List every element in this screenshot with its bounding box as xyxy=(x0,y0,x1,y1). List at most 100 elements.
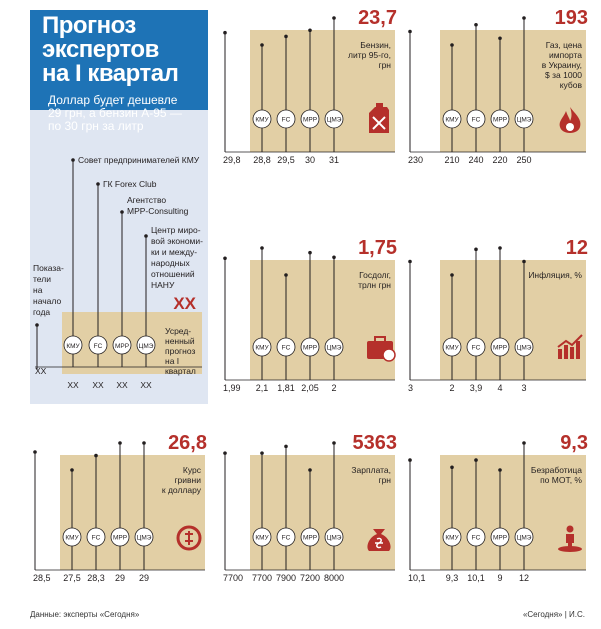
value-label: 27,5 xyxy=(63,573,81,583)
value-dot xyxy=(118,441,122,445)
subtitle-line: по 30 грн за литр xyxy=(48,119,144,133)
expert-abbr: ЦМЭ xyxy=(517,535,532,542)
expert-abbr: ЦМЭ xyxy=(327,345,342,352)
panel-title: трлн грн xyxy=(358,280,391,290)
value-dot xyxy=(308,28,312,33)
panel-title: импорта xyxy=(549,50,582,60)
value-dot xyxy=(474,22,478,27)
panel-title: литр 95-го, xyxy=(348,50,391,60)
average-value: 12 xyxy=(566,237,588,259)
legend-expert-name: отношений xyxy=(151,269,195,279)
legend-expert-abbr: ЦМЭ xyxy=(139,343,154,350)
value-label: 4 xyxy=(497,383,502,393)
legend-forecast-value: XX xyxy=(92,380,104,390)
expert-circle xyxy=(490,337,510,357)
legend-expert-abbr: КМУ xyxy=(66,343,80,350)
chart-panel-5: 28,5 КМУ 27,5 FC 28,3 МРР 29 ЦМЭ 29 26,8 Курсгривн… xyxy=(33,432,207,583)
title-line: на I квартал xyxy=(42,60,179,87)
canister-mark xyxy=(372,116,386,130)
panel-bg xyxy=(250,260,395,380)
value-label: 7900 xyxy=(276,573,296,583)
page-subtitle: Доллар будет дешевле 29 грн, а бензин А-… xyxy=(48,94,182,133)
panel-bg xyxy=(60,455,205,570)
expert-abbr: ЦМЭ xyxy=(517,117,532,124)
expert-circle xyxy=(324,337,344,357)
expert-abbr: ЦМЭ xyxy=(327,535,342,542)
expert-circle xyxy=(252,337,272,357)
title-line: экспертов xyxy=(42,36,159,63)
panel-bg xyxy=(440,30,586,152)
panel-title: Газ, цена xyxy=(546,40,583,50)
rising-chart-icon xyxy=(557,334,583,359)
chart-panel-1: 29,8 КМУ 28,8 FC 29,5 МРР 30 ЦМЭ 31 23,7 Бензин,ли… xyxy=(223,7,397,165)
credit-note: «Сегодня» | И.С. xyxy=(522,610,585,619)
start-dot xyxy=(408,458,412,462)
expert-circle xyxy=(276,527,296,547)
expert-circle xyxy=(110,527,130,547)
legend-expert-circle xyxy=(88,335,108,355)
legend-start-label: тели xyxy=(33,274,51,284)
value-dot xyxy=(332,16,336,20)
expert-abbr: FC xyxy=(282,345,291,352)
value-dot xyxy=(498,36,502,41)
bag-symbol xyxy=(375,537,383,549)
value-dot xyxy=(498,468,502,472)
expert-abbr: МРР xyxy=(303,117,317,124)
legend-stem-dot xyxy=(120,210,124,214)
value-dot xyxy=(260,43,264,47)
legend-expert-name: Совет предпринимателей КМУ xyxy=(78,155,200,165)
panel-title: Инфляция, % xyxy=(528,270,582,280)
expert-circle xyxy=(134,527,154,547)
panel-title: Бензин, xyxy=(360,40,391,50)
expert-circle xyxy=(276,109,296,129)
value-dot xyxy=(284,444,288,449)
currency-exchange-icon xyxy=(176,525,202,551)
legend-expert-abbr: FC xyxy=(94,343,103,350)
legend-start-dot xyxy=(35,323,39,327)
expert-abbr: КМУ xyxy=(445,117,459,124)
legend-forecast-value: XX xyxy=(116,380,128,390)
legend-expert-circle xyxy=(63,335,83,355)
legend-avg-desc: квартал xyxy=(165,366,196,376)
value-label: 240 xyxy=(468,155,483,165)
value-label: 3,9 xyxy=(470,383,483,393)
flame-icon xyxy=(559,107,581,133)
value-label: 8000 xyxy=(324,573,344,583)
legend-avg-desc: на I xyxy=(165,356,179,366)
start-dot xyxy=(408,259,412,264)
panel-bg xyxy=(440,260,586,380)
value-label: 2 xyxy=(449,383,454,393)
expert-circle xyxy=(514,527,534,547)
expert-circle xyxy=(300,527,320,547)
chart-panel-4: 3 КМУ 2 FC 3,9 МРР 4 ЦМЭ 3 12 Инфляция, % xyxy=(408,237,588,393)
average-value: 9,3 xyxy=(560,432,588,454)
legend-stem-dot xyxy=(144,234,148,238)
value-label: 7200 xyxy=(300,573,320,583)
expert-circle xyxy=(442,337,462,357)
legend-expert-abbr: МРР xyxy=(115,343,129,350)
legend-stem-dot xyxy=(96,182,100,186)
start-label: 28,5 xyxy=(33,573,51,583)
value-dot xyxy=(332,441,336,445)
bag-shape xyxy=(367,529,391,551)
legend-avg-label: XX xyxy=(173,294,196,313)
value-dot xyxy=(522,441,526,445)
flame-shape xyxy=(559,107,581,133)
expert-abbr: ЦМЭ xyxy=(327,117,342,124)
average-value: 193 xyxy=(555,7,588,29)
value-label: 28,8 xyxy=(253,155,271,165)
legend-expert-name: ки и между- xyxy=(151,247,197,257)
value-label: 31 xyxy=(329,155,339,165)
flame-core xyxy=(566,123,574,131)
canister-cap xyxy=(376,103,383,107)
page-title: Прогноз экспертов на I квартал xyxy=(42,14,179,87)
expert-abbr: МРР xyxy=(493,535,507,542)
money-bag-icon xyxy=(367,529,391,551)
person-target-icon xyxy=(558,525,582,552)
panel-title: по МОТ, % xyxy=(540,475,582,485)
start-label: 1,99 xyxy=(223,383,241,393)
value-label: 9 xyxy=(497,573,502,583)
expert-abbr: МРР xyxy=(493,117,507,124)
